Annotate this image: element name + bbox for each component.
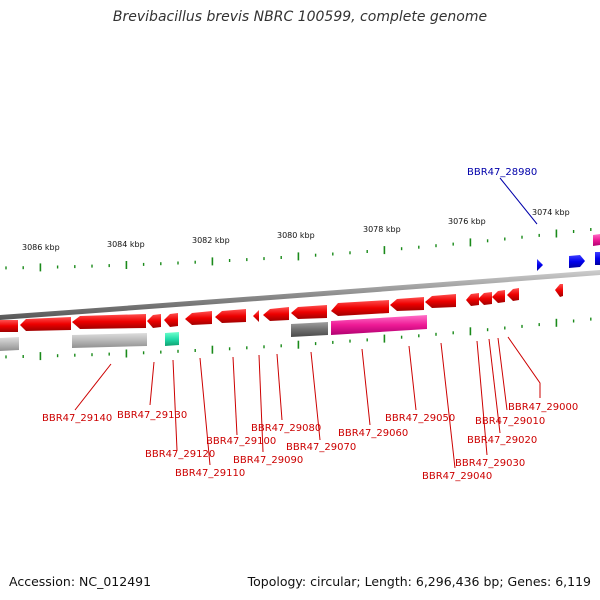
label-connectors <box>74 336 541 469</box>
scale-label-3078: 3078 kbp <box>363 225 401 234</box>
gene-arrow-r5[interactable] <box>164 313 178 327</box>
gene-label-29030: BBR47_29030 <box>455 458 525 469</box>
connector-29130 <box>149 361 155 406</box>
gene-arrow-r17[interactable] <box>507 288 519 301</box>
gene-label-29090: BBR47_29090 <box>233 455 303 466</box>
connector-29010 <box>497 337 508 411</box>
gene-label-29060: BBR47_29060 <box>338 428 408 439</box>
gene-label-29140: BBR47_29140 <box>42 413 112 424</box>
feature-trna[interactable] <box>165 332 179 346</box>
reverse-strand-features <box>0 284 563 332</box>
connector-29120 <box>172 359 178 451</box>
gene-arrow-blue-3[interactable] <box>595 252 600 265</box>
gene-arrow-r10[interactable] <box>291 305 327 319</box>
feature-pseudo[interactable] <box>291 322 328 337</box>
gene-arrow-r18[interactable] <box>555 284 563 297</box>
connector-29050 <box>408 345 417 411</box>
connector-29020 <box>488 338 501 434</box>
connector-29070 <box>310 351 321 441</box>
gene-arrow-28980[interactable] <box>537 259 543 271</box>
gene-arrow-r15[interactable] <box>478 292 492 305</box>
gene-label-29110: BBR47_29110 <box>175 468 245 479</box>
gene-label-29010: BBR47_29010 <box>475 416 545 427</box>
scale-label-3084: 3084 kbp <box>107 240 145 249</box>
gene-arrow-r13[interactable] <box>425 294 456 308</box>
scale-label-3076: 3076 kbp <box>448 217 486 226</box>
gene-label-29120: BBR47_29120 <box>145 449 215 460</box>
scale-label-3074: 3074 kbp <box>532 208 570 217</box>
gene-label-29070: BBR47_29070 <box>286 442 356 453</box>
map-title: Brevibacillus brevis NBRC 100599, comple… <box>112 9 488 25</box>
connector-29000 <box>507 336 541 398</box>
gene-label-29050: BBR47_29050 <box>385 413 455 424</box>
gene-arrow-r4[interactable] <box>147 314 161 328</box>
gene-label-29000: BBR47_29000 <box>508 402 578 413</box>
gene-label-29040: BBR47_29040 <box>422 471 492 482</box>
connector-28980 <box>499 177 538 225</box>
connector-29140 <box>74 363 112 411</box>
gene-label-29100: BBR47_29100 <box>206 436 276 447</box>
gene-arrow-r12[interactable] <box>390 297 424 311</box>
topology-text: Topology: circular; Length: 6,296,436 bp… <box>247 574 591 589</box>
genome-backbone <box>0 270 600 320</box>
connector-29080 <box>276 353 283 421</box>
gene-arrow-r14[interactable] <box>466 293 479 306</box>
connector-29110 <box>199 357 211 466</box>
gene-label-29020: BBR47_29020 <box>467 435 537 446</box>
gene-arrow-r9[interactable] <box>263 307 289 321</box>
gene-arrow-r8[interactable] <box>253 310 259 322</box>
gene-label-29130: BBR47_29130 <box>117 410 187 421</box>
gene-arrow-r1[interactable] <box>0 320 18 332</box>
scale-label-3086: 3086 kbp <box>22 243 60 252</box>
gene-arrow-r2[interactable] <box>20 317 71 331</box>
gene-arrow-blue-2[interactable] <box>569 255 585 268</box>
gene-arrow-pink-top[interactable] <box>593 234 600 246</box>
accession-text: Accession: NC_012491 <box>9 574 152 589</box>
connector-29100 <box>232 356 238 436</box>
connector-29040 <box>440 342 456 469</box>
feature-gray-left[interactable] <box>0 337 19 351</box>
gene-arrow-r16[interactable] <box>492 290 505 303</box>
scale-label-3082: 3082 kbp <box>192 236 230 245</box>
gene-label-29080: BBR47_29080 <box>251 423 321 434</box>
connector-29060 <box>361 348 371 426</box>
connector-29090 <box>258 354 264 453</box>
forward-strand-features <box>537 234 600 271</box>
reverse-track-2 <box>0 315 427 351</box>
upper-scale-ticks <box>5 228 592 272</box>
gene-arrow-r3[interactable] <box>72 314 146 329</box>
scale-label-3080: 3080 kbp <box>277 231 315 240</box>
lower-scale-ticks <box>5 317 592 361</box>
gene-label-28980: BBR47_28980 <box>467 167 537 178</box>
feature-rna[interactable] <box>331 315 427 335</box>
connector-29030 <box>476 340 488 456</box>
gene-arrow-r7[interactable] <box>215 309 246 323</box>
gene-arrow-r11[interactable] <box>331 300 389 316</box>
gene-arrow-r6[interactable] <box>185 311 212 325</box>
feature-gray-mid[interactable] <box>72 333 147 348</box>
